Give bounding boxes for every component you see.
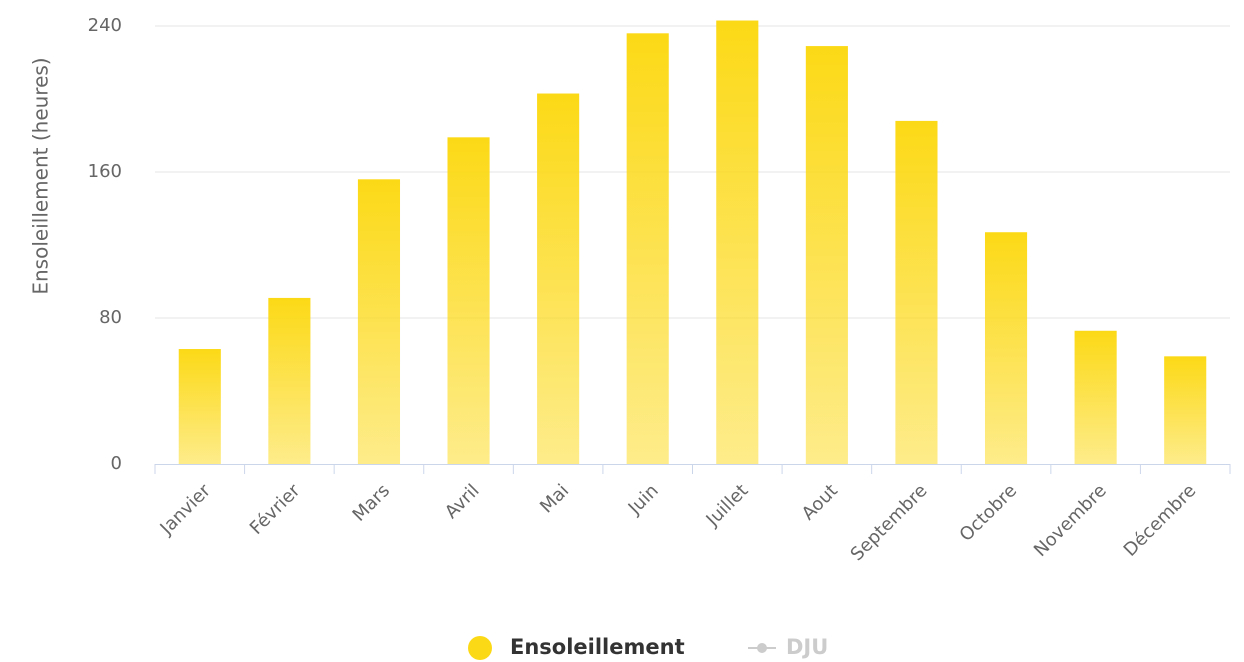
y-axis-label: Ensoleillement (heures) <box>29 57 53 294</box>
bar <box>1164 356 1207 464</box>
y-tick-label: 240 <box>88 15 122 36</box>
legend-marker <box>468 636 492 660</box>
x-tick-label: Mai <box>536 480 573 517</box>
y-tick-label: 160 <box>88 161 122 182</box>
legend-label: Ensoleillement <box>510 635 685 659</box>
bar <box>178 349 221 464</box>
y-tick-label: 80 <box>99 307 122 328</box>
bar <box>357 179 401 465</box>
bar <box>984 232 1028 464</box>
x-tick-label: Avril <box>441 480 484 523</box>
legend-label: DJU <box>786 635 828 659</box>
bar <box>805 46 848 464</box>
bar <box>895 120 938 465</box>
x-tick-label: Mars <box>349 480 394 525</box>
x-tick-label: Novembre <box>1030 480 1111 561</box>
bar <box>447 137 490 464</box>
bar <box>268 297 311 464</box>
x-tick-label: Février <box>246 480 305 539</box>
x-tick-label: Septembre <box>847 480 932 565</box>
bar <box>537 93 580 465</box>
x-tick-label: Juillet <box>702 480 753 531</box>
y-tick-label: 0 <box>111 453 122 474</box>
legend-marker <box>757 643 767 653</box>
bar <box>626 33 669 465</box>
x-tick-label: Juin <box>624 480 663 519</box>
x-tick-label: Octobre <box>956 480 1022 546</box>
x-tick-label: Aout <box>798 480 842 524</box>
bar <box>1074 330 1117 464</box>
bar <box>716 20 759 465</box>
x-tick-label: Janvier <box>156 480 216 540</box>
x-tick-label: Décembre <box>1120 480 1201 561</box>
